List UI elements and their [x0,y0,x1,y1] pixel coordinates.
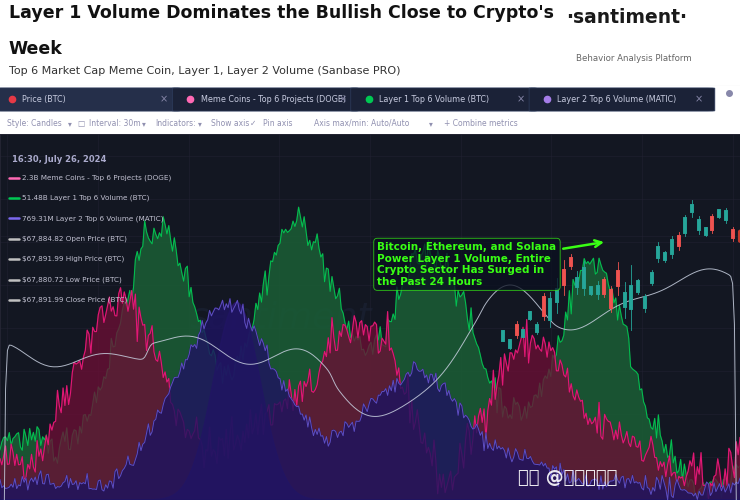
Text: ×: × [160,94,168,104]
Text: Week: Week [9,40,63,58]
FancyBboxPatch shape [0,88,180,111]
Text: Layer 1 Volume Dominates the Bullish Close to Crypto's: Layer 1 Volume Dominates the Bullish Clo… [9,4,554,22]
Text: $67,880.72 Low Price (BTC): $67,880.72 Low Price (BTC) [22,276,122,283]
FancyBboxPatch shape [529,88,715,111]
Text: Behavior Analysis Platform: Behavior Analysis Platform [576,54,691,63]
Text: ×: × [517,94,525,104]
Text: 769.31M Layer 2 Top 6 Volume (MATIC): 769.31M Layer 2 Top 6 Volume (MATIC) [22,215,164,222]
Text: 2.3B Meme Coins - Top 6 Projects (DOGE): 2.3B Meme Coins - Top 6 Projects (DOGE) [22,174,172,181]
Text: Bitcoin, Ethereum, and Solana
Power Layer 1 Volume, Entire
Crypto Sector Has Sur: Bitcoin, Ethereum, and Solana Power Laye… [377,240,602,286]
Text: Top 6 Market Cap Meme Coin, Layer 1, Layer 2 Volume (Sanbase PRO): Top 6 Market Cap Meme Coin, Layer 1, Lay… [9,66,400,76]
Text: 51.48B Layer 1 Top 6 Volume (BTC): 51.48B Layer 1 Top 6 Volume (BTC) [22,195,149,202]
Text: ▾: ▾ [142,119,146,128]
Text: □: □ [78,119,85,128]
Text: ×: × [338,94,346,104]
Text: Axis max/min: Auto/Auto: Axis max/min: Auto/Auto [314,119,410,128]
Text: santiment: santiment [190,300,372,334]
Text: Show axis: Show axis [211,119,249,128]
Text: Layer 1 Top 6 Volume (BTC): Layer 1 Top 6 Volume (BTC) [379,95,489,104]
Text: Layer 2 Top 6 Volume (MATIC): Layer 2 Top 6 Volume (MATIC) [557,95,676,104]
Text: Pin axis: Pin axis [263,119,292,128]
Text: $67,891.99 High Price (BTC): $67,891.99 High Price (BTC) [22,256,124,262]
Text: 知乎 @养乐多说币: 知乎 @养乐多说币 [518,469,617,487]
Text: Meme Coins - Top 6 Projects (DOGE): Meme Coins - Top 6 Projects (DOGE) [201,95,346,104]
Text: ·santiment·: ·santiment· [566,8,687,26]
Text: 16:30, July 26, 2024: 16:30, July 26, 2024 [13,155,107,164]
Text: ×: × [695,94,703,104]
Text: ✓: ✓ [250,119,257,128]
Text: $67,891.99 Close Price (BTC): $67,891.99 Close Price (BTC) [22,297,127,304]
Text: ▾: ▾ [198,119,202,128]
Text: ▾: ▾ [68,119,72,128]
Text: + Combine metrics: + Combine metrics [444,119,518,128]
FancyBboxPatch shape [172,88,358,111]
Text: Style: Candles: Style: Candles [7,119,62,128]
Text: $67,884.82 Open Price (BTC): $67,884.82 Open Price (BTC) [22,236,127,242]
Text: Price (BTC): Price (BTC) [22,95,66,104]
FancyBboxPatch shape [351,88,536,111]
Text: Indicators:: Indicators: [155,119,196,128]
Text: ▾: ▾ [429,119,433,128]
Text: Interval: 30m: Interval: 30m [89,119,141,128]
